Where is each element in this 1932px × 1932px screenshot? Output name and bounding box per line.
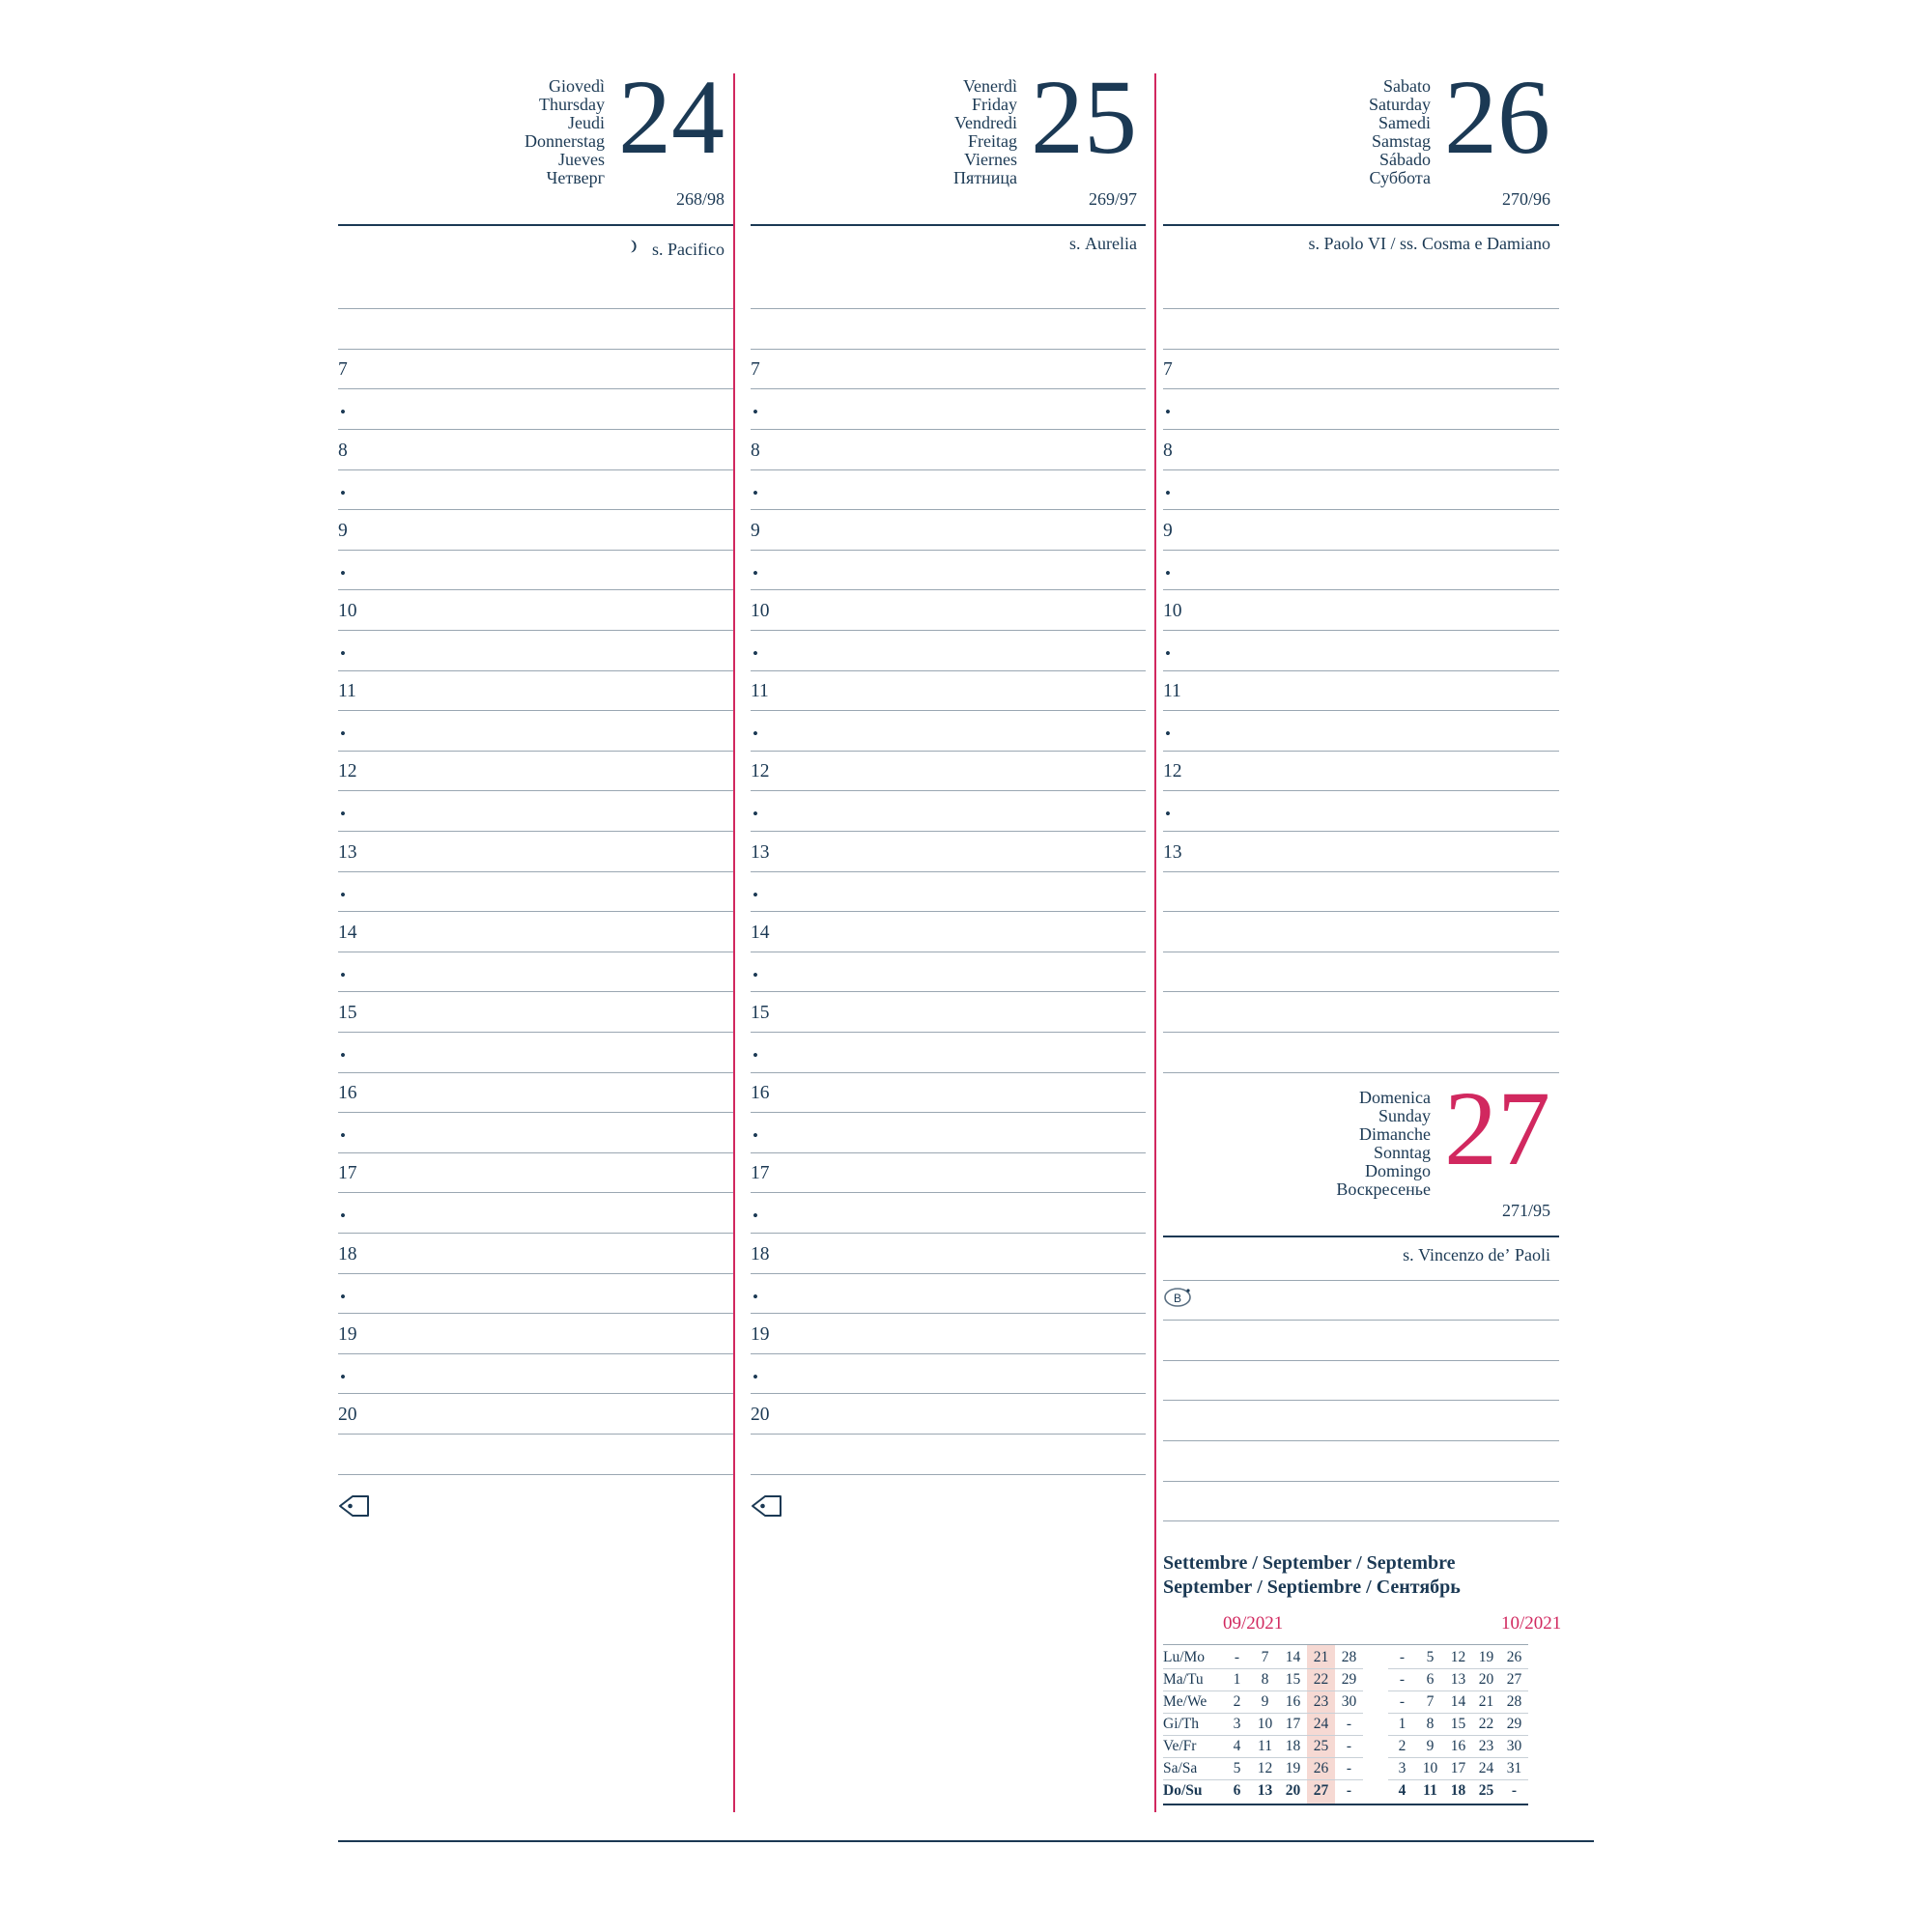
svg-text:B: B xyxy=(1174,1292,1181,1305)
